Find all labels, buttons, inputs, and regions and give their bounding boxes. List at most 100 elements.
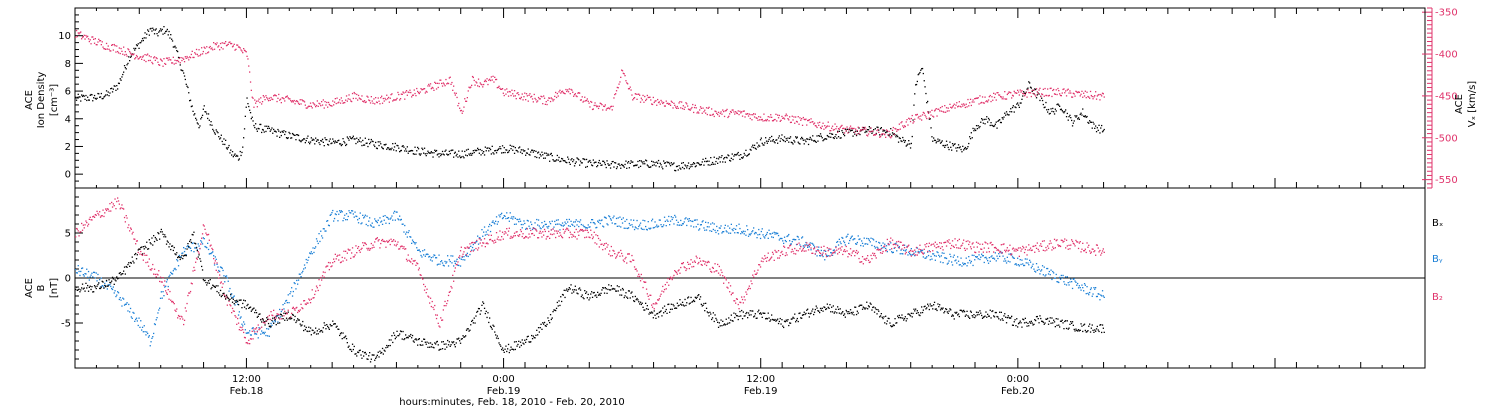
density-point (112, 91, 113, 92)
velocity-point (885, 137, 886, 138)
density-point (1093, 123, 1094, 124)
bz-point (282, 309, 283, 310)
density-point (217, 132, 218, 133)
velocity-point (265, 95, 266, 96)
bz-point (275, 316, 276, 317)
velocity-point (927, 111, 928, 112)
bz-point (417, 263, 418, 264)
velocity-point (533, 101, 534, 102)
by-point (506, 212, 507, 213)
density-point (840, 137, 841, 138)
density-point (584, 159, 585, 160)
velocity-point (884, 134, 885, 135)
by-point (721, 232, 722, 233)
by-point (933, 253, 934, 254)
bz-point (890, 238, 891, 239)
density-point (283, 130, 284, 131)
velocity-point (832, 126, 833, 127)
by-point (703, 227, 704, 228)
by-point (492, 220, 493, 221)
bz-point (251, 338, 252, 339)
density-point (839, 131, 840, 132)
velocity-point (695, 105, 696, 106)
density-point (87, 97, 88, 98)
density-point (789, 138, 790, 139)
velocity-point (378, 101, 379, 102)
by-point (994, 258, 995, 259)
density-point (599, 160, 600, 161)
density-point (780, 138, 781, 139)
velocity-point (510, 91, 511, 92)
bz-point (475, 248, 476, 249)
velocity-point (912, 122, 913, 123)
density-point (248, 106, 249, 107)
density-point (662, 168, 663, 169)
bz-point (606, 247, 607, 248)
bz-point (647, 293, 648, 294)
velocity-point (936, 108, 937, 109)
velocity-point (834, 123, 835, 124)
bz-point (881, 248, 882, 249)
density-point (255, 123, 256, 124)
by-point (296, 280, 297, 281)
density-point (932, 141, 933, 142)
velocity-point (831, 128, 832, 129)
bz-point (966, 241, 967, 242)
density-point (1045, 102, 1046, 103)
by-point (368, 221, 369, 222)
velocity-point (731, 112, 732, 113)
density-point (641, 160, 642, 161)
density-point (438, 153, 439, 154)
velocity-point (1086, 97, 1087, 98)
by-point (949, 254, 950, 255)
bz-point (366, 248, 367, 249)
bz-point (222, 283, 223, 284)
by-point (332, 210, 333, 211)
velocity-point (979, 95, 980, 96)
velocity-point (528, 95, 529, 96)
bz-point (451, 287, 452, 288)
velocity-point (1014, 91, 1015, 92)
velocity-point (776, 120, 777, 121)
velocity-point (573, 96, 574, 97)
velocity-point (903, 127, 904, 128)
velocity-point (569, 88, 570, 89)
velocity-point (846, 126, 847, 127)
density-point (914, 93, 915, 94)
density-point (990, 122, 991, 123)
bz-point (508, 231, 509, 232)
by-point (839, 239, 840, 240)
velocity-point (471, 85, 472, 86)
density-point (267, 128, 268, 129)
by-point (978, 258, 979, 259)
velocity-point (788, 119, 789, 120)
density-point (1003, 117, 1004, 118)
density-point (271, 127, 272, 128)
velocity-point (84, 35, 85, 36)
density-point (318, 139, 319, 140)
velocity-point (557, 93, 558, 94)
bz-point (257, 331, 258, 332)
bz-point (563, 229, 564, 230)
velocity-point (602, 109, 603, 110)
velocity-point (920, 115, 921, 116)
by-point (679, 224, 680, 225)
bz-point (168, 299, 169, 300)
by-point (207, 243, 208, 244)
density-point (180, 64, 181, 65)
velocity-point (280, 99, 281, 100)
density-point (1021, 99, 1022, 100)
by-point (854, 238, 855, 239)
density-point (84, 99, 85, 100)
by-point (788, 234, 789, 235)
velocity-point (456, 93, 457, 94)
density-point (673, 162, 674, 163)
bz-point (607, 244, 608, 245)
velocity-point (508, 96, 509, 97)
by-point (617, 226, 618, 227)
bz-point (761, 261, 762, 262)
by-point (902, 253, 903, 254)
density-point (477, 148, 478, 149)
velocity-point (656, 105, 657, 106)
bz-point (780, 255, 781, 256)
